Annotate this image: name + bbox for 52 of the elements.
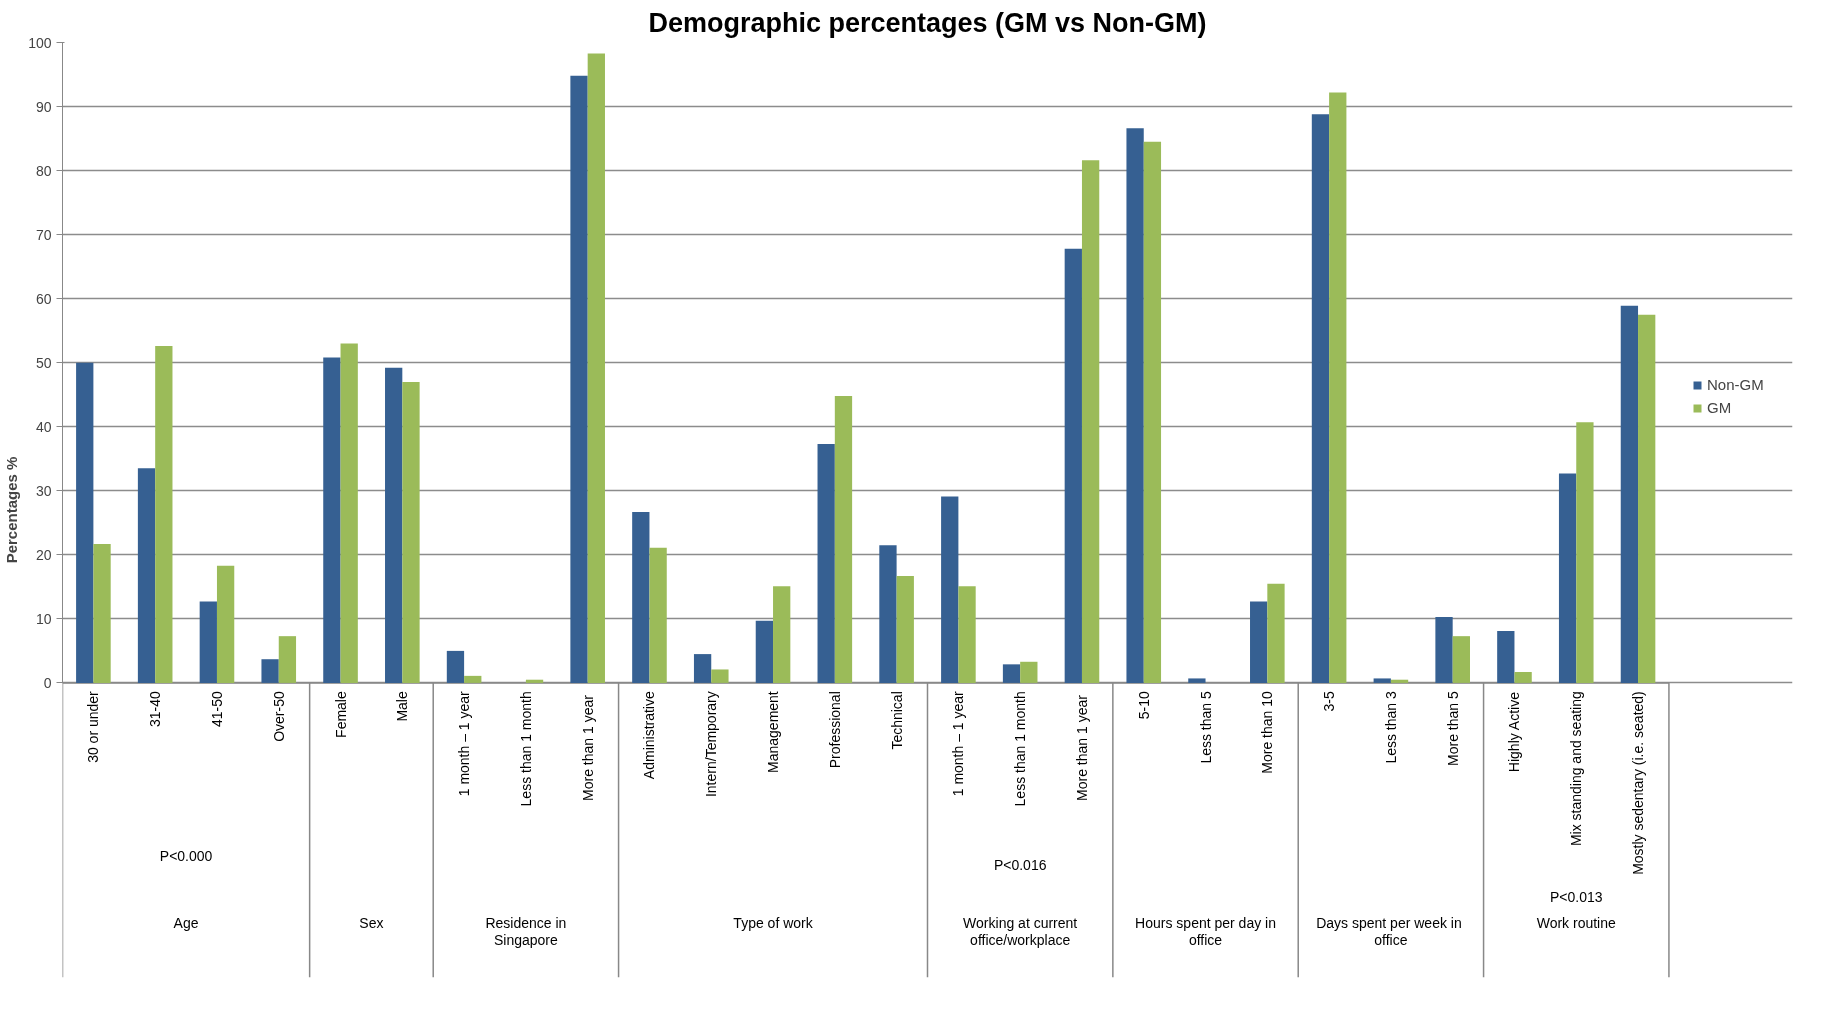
x-tick-label: More than 10 <box>1259 691 1276 774</box>
x-tick-label: Highly Active <box>1506 691 1523 773</box>
x-tick-label: More than 1 year <box>1073 694 1090 801</box>
y-tick-label: 50 <box>35 354 52 371</box>
text: Hours spent per day in office <box>1135 915 1276 948</box>
y-axis-title: Percentages % <box>3 456 21 564</box>
legend-label: GM <box>1707 399 1732 416</box>
x-tick-label: 30 or under <box>85 690 102 763</box>
text: Work routine <box>1536 915 1617 932</box>
text: Working at current office/workplace <box>963 915 1078 948</box>
text: P<0.013 <box>1549 889 1603 906</box>
x-tick-label: Male <box>394 691 411 722</box>
y-tick-label: 20 <box>35 546 52 563</box>
x-tick-label: Professional <box>826 691 843 769</box>
text: P<0.016 <box>993 857 1047 874</box>
x-tick-label: 3-5 <box>1321 691 1338 712</box>
y-tick-label: 0 <box>43 674 52 691</box>
x-tick-label: 1 month – 1 year <box>456 690 473 797</box>
y-tick-label: 100 <box>28 34 52 51</box>
x-tick-label: Technical <box>888 691 905 750</box>
chart-title: Demographic percentages (GM vs Non-GM) <box>648 7 1207 38</box>
x-tick-label: 31-40 <box>147 691 164 728</box>
y-tick-label: 10 <box>35 610 52 627</box>
x-tick-label: Mostly sedentary (i.e. seated) <box>1630 691 1647 875</box>
y-tick-label: 60 <box>35 290 52 307</box>
y-tick-label: 80 <box>35 162 52 179</box>
x-tick-label: Less than 1 month <box>517 691 534 807</box>
text: Days spent per week in office <box>1316 915 1462 948</box>
legend-label: Non-GM <box>1707 376 1764 393</box>
x-tick-label: Female <box>332 691 349 738</box>
x-tick-label: Mix standing and seating <box>1568 691 1585 847</box>
text: Age <box>173 915 199 932</box>
x-tick-label: Less than 3 <box>1382 691 1399 764</box>
x-tick-label: Less than 1 month <box>1012 691 1029 807</box>
x-tick-label: More than 5 <box>1444 691 1461 766</box>
x-tick-label: Intern/Temporary <box>703 691 720 798</box>
y-tick-label: 70 <box>35 226 52 243</box>
x-tick-label: Management <box>765 691 782 773</box>
x-tick-label: Less than 5 <box>1197 691 1214 764</box>
x-tick-label: Administrative <box>641 691 658 780</box>
x-tick-label: Over-50 <box>270 691 287 742</box>
x-tick-label: 41-50 <box>208 691 225 728</box>
text: Residence in Singapore <box>485 915 567 948</box>
text: P<0.000 <box>159 847 213 864</box>
y-tick-label: 90 <box>35 98 52 115</box>
x-tick-label: 1 month – 1 year <box>950 690 967 797</box>
text: Sex <box>359 915 384 932</box>
x-tick-label: More than 1 year <box>579 694 596 801</box>
x-tick-label: 5-10 <box>1135 691 1152 720</box>
y-tick-label: 40 <box>35 418 52 435</box>
y-tick-label: 30 <box>35 482 52 499</box>
text: Type of work <box>733 915 814 932</box>
